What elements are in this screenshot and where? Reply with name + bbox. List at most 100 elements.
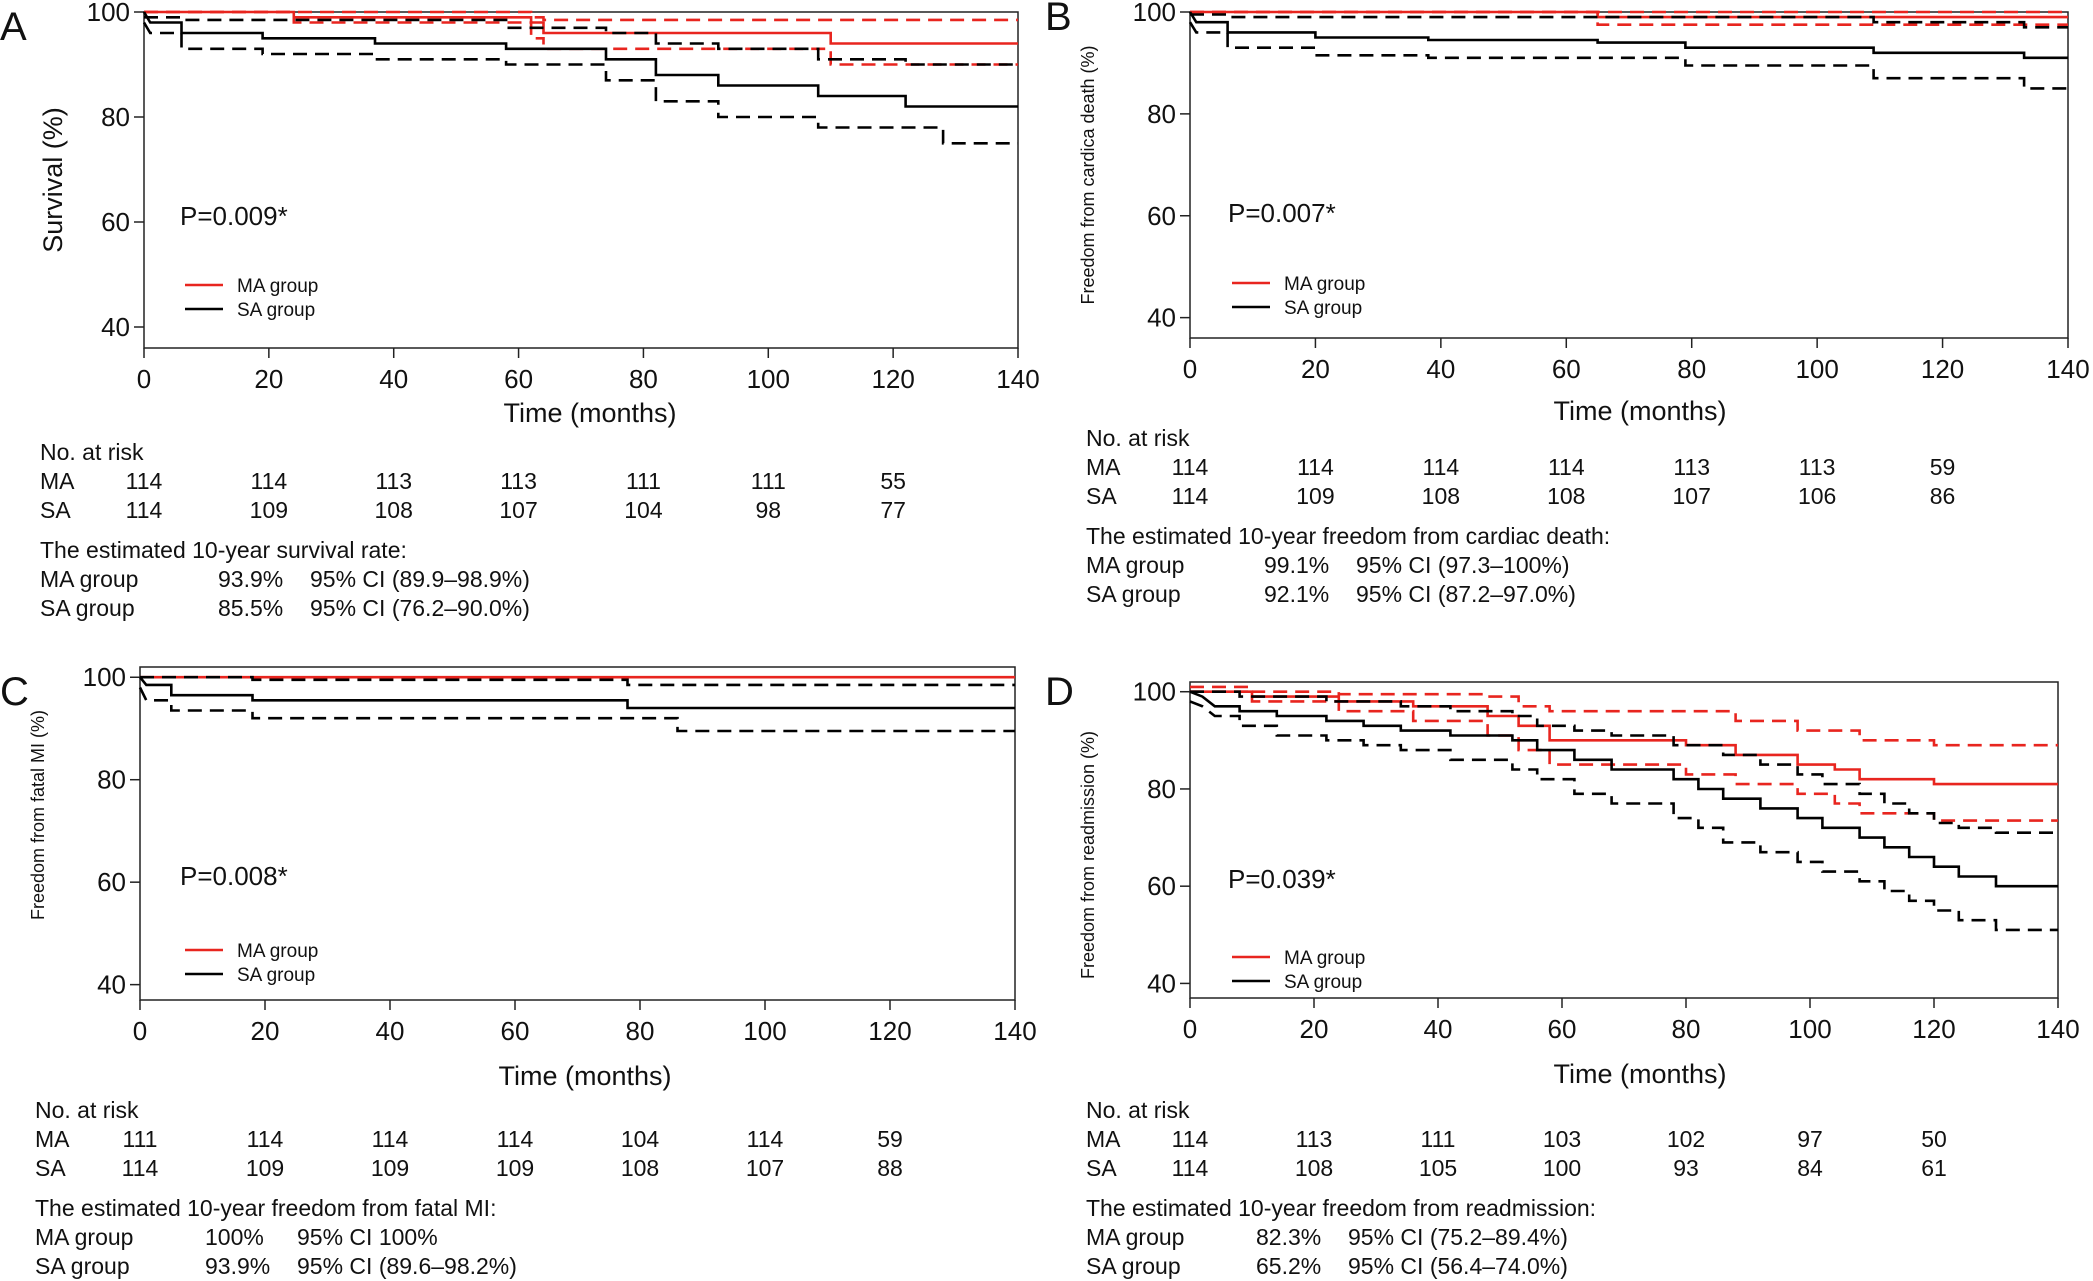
risk-count: 109 xyxy=(1296,483,1335,509)
estimate-block: The estimated 10-year freedom from readm… xyxy=(1086,1194,1596,1281)
panel-d: D 0 20 40 60 80 100 120 140 40 60 80 100 Time (months… xyxy=(1045,670,2080,1089)
x-tick-label: 120 xyxy=(868,1016,911,1046)
panel-letter: B xyxy=(1045,0,1072,39)
estimate-ci: 95% CI 100% xyxy=(297,1224,438,1250)
risk-count: 109 xyxy=(370,1155,410,1181)
estimate-group: MA group xyxy=(40,566,139,592)
ci-bound-line xyxy=(144,10,1018,22)
x-tick-label: 20 xyxy=(254,364,283,394)
x-tick-label: 20 xyxy=(1301,354,1330,384)
y-tick-label: 80 xyxy=(97,765,126,795)
risk-table-header: No. at risk xyxy=(40,439,144,465)
x-tick-label: 80 xyxy=(1677,354,1706,384)
ci-bound-line xyxy=(1190,10,2068,26)
x-tick-label: 120 xyxy=(871,364,914,394)
legend-label: SA group xyxy=(1284,298,1362,319)
y-tick-label: 40 xyxy=(97,970,126,1000)
legend-label: MA group xyxy=(1284,948,1365,969)
risk-count: 113 xyxy=(1295,1126,1333,1152)
risk-count: 114 xyxy=(250,468,288,494)
estimate-group: SA group xyxy=(1086,1253,1181,1279)
plot-frame xyxy=(139,666,1016,1001)
risk-count: 109 xyxy=(495,1155,535,1181)
risk-count: 102 xyxy=(1666,1126,1706,1152)
x-tick-label: 140 xyxy=(996,364,1039,394)
risk-count: 114 xyxy=(496,1126,534,1152)
legend-label: MA group xyxy=(237,941,318,962)
risk-count: 114 xyxy=(1297,454,1334,480)
risk-count: 108 xyxy=(1421,483,1461,509)
x-axis-label: Time (months) xyxy=(498,1061,671,1091)
y-tick-label: 40 xyxy=(101,312,130,342)
estimate-ci: 95% CI (89.6–98.2%) xyxy=(297,1253,517,1279)
risk-count: 114 xyxy=(125,497,163,523)
series-ma-group xyxy=(1190,690,2058,786)
x-tick-label: 80 xyxy=(626,1016,655,1046)
risk-row: MA 111 114 114 114 104 114 59 xyxy=(35,1125,903,1154)
estimate-row: MA group 82.3% 95% CI (75.2–89.4%) xyxy=(1086,1223,1596,1252)
y-axis-label: Freedom from readmission (%) xyxy=(1078,731,1098,979)
ci-bound-line xyxy=(1190,690,2058,834)
risk-row-label: MA xyxy=(35,1126,70,1152)
estimate-row: SA group 93.9% 95% CI (89.6–98.2%) xyxy=(35,1252,517,1281)
risk-count: 111 xyxy=(750,468,786,494)
x-tick-label: 120 xyxy=(1912,1014,1955,1044)
estimate-block: The estimated 10-year freedom from cardi… xyxy=(1086,522,1610,609)
ci-bound-line xyxy=(144,10,1018,66)
legend-label: MA group xyxy=(1284,274,1365,295)
y-tick-label: 100 xyxy=(87,0,130,27)
risk-row: MA 114 114 113 113 111 111 55 xyxy=(40,467,906,496)
risk-count: 113 xyxy=(375,468,413,494)
risk-count: 114 xyxy=(1547,454,1585,480)
x-tick-label: 80 xyxy=(629,364,658,394)
legend-label: SA group xyxy=(1284,972,1362,993)
estimate-ci: 95% CI (56.4–74.0%) xyxy=(1348,1253,1568,1279)
risk-count: 114 xyxy=(1171,454,1209,480)
x-tick-label: 40 xyxy=(1424,1014,1453,1044)
panel-c: C 0 20 40 60 80 100 120 140 40 60 80 100 Time (months… xyxy=(0,662,1037,1091)
estimate-title: The estimated 10-year freedom from readm… xyxy=(1086,1195,1597,1221)
risk-count: 55 xyxy=(880,468,906,494)
risk-table-header: No. at risk xyxy=(1086,1097,1190,1123)
risk-count: 104 xyxy=(620,1126,660,1152)
legend-label: SA group xyxy=(237,965,315,986)
risk-count: 84 xyxy=(1797,1155,1823,1181)
estimate-title: The estimated 10-year freedom from fatal… xyxy=(35,1195,497,1221)
risk-count: 61 xyxy=(1921,1155,1947,1181)
y-tick-label: 60 xyxy=(1147,201,1176,231)
risk-row: MA 114 114 114 114 113 113 59 xyxy=(1086,453,1955,482)
p-value: P=0.008* xyxy=(180,861,288,891)
x-tick-label: 40 xyxy=(379,364,408,394)
risk-count: 106 xyxy=(1797,483,1837,509)
series-sa-group xyxy=(1188,11,2068,60)
risk-count: 100 xyxy=(1542,1155,1582,1181)
risk-row: SA 114 109 108 107 104 98 77 xyxy=(40,496,906,525)
risk-count: 108 xyxy=(620,1155,660,1181)
risk-count: 114 xyxy=(246,1126,284,1152)
risk-count: 114 xyxy=(125,468,163,494)
estimate-block: The estimated 10-year freedom from fatal… xyxy=(35,1194,517,1281)
risk-count: 88 xyxy=(877,1155,903,1181)
y-axis-label: Freedom from fatal MI (%) xyxy=(28,710,48,920)
risk-count: 114 xyxy=(1422,454,1460,480)
x-axis-label: Time (months) xyxy=(1553,396,1726,426)
risk-table: No. at risk MA 111 114 114 114 104 114 59 SA 114 10… xyxy=(35,1096,903,1183)
x-tick-label: 0 xyxy=(133,1016,147,1046)
series-sa-group xyxy=(138,676,1015,710)
x-tick-label: 80 xyxy=(1672,1014,1701,1044)
risk-row: SA 114 109 109 109 108 107 88 xyxy=(35,1154,903,1183)
risk-row-label: MA xyxy=(1086,1126,1121,1152)
estimate-row: MA group 100% 95% CI 100% xyxy=(35,1223,496,1252)
x-tick-label: 60 xyxy=(504,364,533,394)
estimate-percent: 93.9% xyxy=(205,1253,271,1279)
risk-count: 107 xyxy=(499,497,538,523)
risk-row: MA 114 113 111 103 102 97 50 xyxy=(1086,1125,1947,1154)
risk-count: 114 xyxy=(1171,1155,1209,1181)
ci-bound-line xyxy=(140,675,1015,687)
estimate-row: SA group 65.2% 95% CI (56.4–74.0%) xyxy=(1086,1252,1596,1281)
risk-count: 111 xyxy=(625,468,661,494)
risk-count: 77 xyxy=(880,497,906,523)
y-tick-label: 60 xyxy=(101,207,130,237)
risk-row-label: SA xyxy=(1086,483,1117,509)
